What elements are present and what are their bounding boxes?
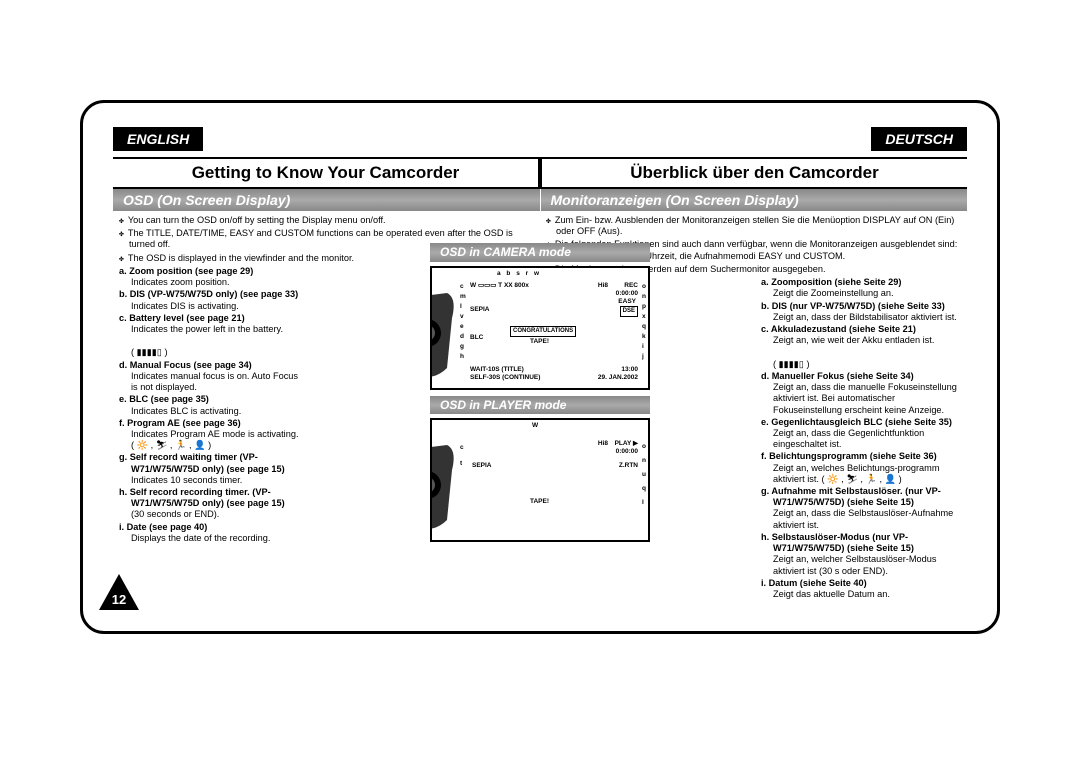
osd-easy: EASY bbox=[618, 298, 636, 306]
list-item: e. Gegenlichtausgleich BLC (siehe Seite … bbox=[761, 417, 961, 451]
list-item: b. DIS (VP-W75/W75D only) (see page 33)I… bbox=[119, 289, 299, 311]
page-number-text: 12 bbox=[99, 592, 139, 607]
list-item: e. BLC (see page 35)Indicates BLC is act… bbox=[119, 394, 299, 416]
osdp-right-letters: o n u q l bbox=[642, 440, 646, 510]
osdp-left-letters: c t bbox=[460, 440, 464, 472]
intro-de-0: ✤Zum Ein- bzw. Ausblenden der Monitoranz… bbox=[546, 215, 961, 237]
title-right: Überblick über den Camcorder bbox=[540, 159, 967, 187]
osd-left-letters: c m l v e d g h bbox=[460, 282, 466, 362]
list-item: d. Manueller Fokus (siehe Seite 34)Zeigt… bbox=[761, 371, 961, 416]
osd-right-letters: o n p x q k i j bbox=[642, 282, 646, 362]
list-item: h. Selbstauslöser-Modus (nur VP-W71/W75/… bbox=[761, 532, 961, 577]
title-row: Getting to Know Your Camcorder Überblick… bbox=[113, 157, 967, 189]
list-item: a. Zoomposition (siehe Seite 29)Zeigt di… bbox=[761, 277, 961, 299]
list-en: a. Zoom position (see page 29)Indicates … bbox=[119, 266, 299, 544]
osdp-play: PLAY ▶ bbox=[615, 440, 638, 448]
osd-player: W Hi8 PLAY ▶ 0:00:00 SEPIA Z.RTN TAPE! c… bbox=[432, 420, 648, 540]
diagrams: OSD in CAMERA mode a b s r w W ▭▭▭ T XX … bbox=[430, 239, 650, 548]
osd-top-letters: a b s r w bbox=[497, 270, 541, 278]
osd-self: SELF-30S (CONTINUE) bbox=[470, 374, 540, 382]
title-left: Getting to Know Your Camcorder bbox=[113, 159, 540, 187]
body: ✤You can turn the OSD on/off by setting … bbox=[113, 211, 967, 601]
subtitle-row: OSD (On Screen Display) Monitoranzeigen … bbox=[113, 189, 967, 211]
osd-hi: Hi8 bbox=[598, 282, 608, 290]
osd-camera-screen: a b s r w W ▭▭▭ T XX 800x Hi8 REC 0:00:0… bbox=[430, 266, 650, 390]
list-item: g. Self record waiting timer (VP-W71/W75… bbox=[119, 452, 299, 486]
subtitle-left: OSD (On Screen Display) bbox=[113, 189, 541, 211]
manual-page: ENGLISH DEUTSCH Getting to Know Your Cam… bbox=[80, 100, 1000, 634]
list-item: g. Aufnahme mit Selbstauslöser. (nur VP-… bbox=[761, 486, 961, 531]
osd-clock: 13:00 bbox=[621, 366, 638, 374]
page-number: 12 bbox=[99, 574, 139, 615]
list-item: d. Manual Focus (see page 34)Indicates m… bbox=[119, 360, 299, 394]
osd-sepia: SEPIA bbox=[470, 306, 490, 314]
list-item: ( ▮▮▮▮▯ ) bbox=[119, 336, 299, 358]
osd-congr: CONGRATULATIONS bbox=[510, 326, 576, 337]
osd-wait: WAIT-10S (TITLE) bbox=[470, 366, 524, 374]
list-item: c. Akkuladezustand (siehe Seite 21)Zeigt… bbox=[761, 324, 961, 346]
list-item: f. Belichtungsprogramm (siehe Seite 36)Z… bbox=[761, 451, 961, 485]
list-item: ( ▮▮▮▮▯ ) bbox=[761, 347, 961, 369]
intro-en-0: ✤You can turn the OSD on/off by setting … bbox=[119, 215, 534, 226]
osd-zoom: W ▭▭▭ T XX 800x bbox=[470, 282, 529, 290]
osd-time: 0:00:00 bbox=[616, 290, 638, 298]
list-item: i. Date (see page 40)Displays the date o… bbox=[119, 522, 299, 544]
list-item: c. Battery level (see page 21)Indicates … bbox=[119, 313, 299, 335]
osdp-zrtn: Z.RTN bbox=[619, 462, 638, 470]
lang-english: ENGLISH bbox=[113, 127, 203, 151]
osdp-sepia: SEPIA bbox=[472, 462, 492, 470]
list-item: a. Zoom position (see page 29)Indicates … bbox=[119, 266, 299, 288]
list-item: b. DIS (nur VP-W75/W75D) (siehe Seite 33… bbox=[761, 301, 961, 323]
osd-player-screen: W Hi8 PLAY ▶ 0:00:00 SEPIA Z.RTN TAPE! c… bbox=[430, 418, 650, 542]
osdp-top: W bbox=[532, 422, 538, 430]
osdp-hi: Hi8 bbox=[598, 440, 608, 448]
osdp-tape: TAPE! bbox=[530, 498, 549, 506]
list-item: i. Datum (siehe Seite 40)Zeigt das aktue… bbox=[761, 578, 961, 600]
osd-tape: TAPE! bbox=[530, 338, 549, 346]
osd-date: 29. JAN.2002 bbox=[598, 374, 638, 382]
osdp-time: 0:00:00 bbox=[616, 448, 638, 456]
list-item: f. Program AE (see page 36)Indicates Pro… bbox=[119, 418, 299, 452]
mode-camera-label: OSD in CAMERA mode bbox=[430, 243, 650, 262]
lang-deutsch: DEUTSCH bbox=[871, 127, 967, 151]
subtitle-right: Monitoranzeigen (On Screen Display) bbox=[541, 189, 968, 211]
list-de: a. Zoomposition (siehe Seite 29)Zeigt di… bbox=[761, 277, 961, 600]
language-bar: ENGLISH DEUTSCH bbox=[113, 127, 967, 151]
osd-dse: DSE bbox=[620, 306, 638, 317]
list-item: h. Self record recording timer. (VP-W71/… bbox=[119, 487, 299, 521]
osd-rec: REC bbox=[624, 282, 638, 290]
osd-camera: a b s r w W ▭▭▭ T XX 800x Hi8 REC 0:00:0… bbox=[432, 268, 648, 388]
osd-blc: BLC bbox=[470, 334, 483, 342]
mode-player-label: OSD in PLAYER mode bbox=[430, 396, 650, 415]
